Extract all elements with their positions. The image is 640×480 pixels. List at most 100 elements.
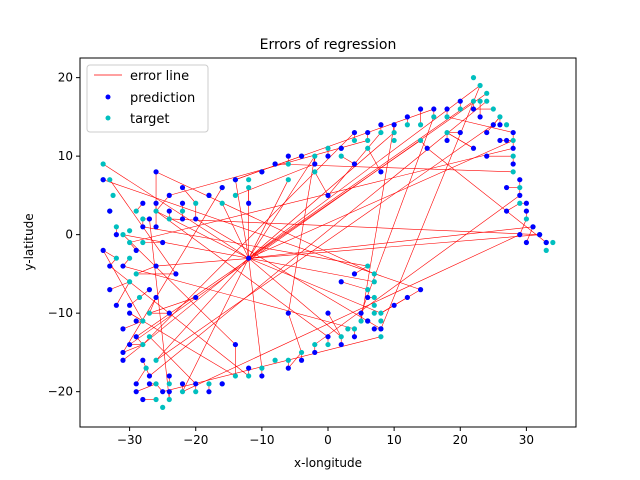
prediction-point bbox=[365, 294, 371, 301]
target-point bbox=[351, 326, 358, 332]
prediction-point bbox=[133, 334, 139, 340]
target-point bbox=[325, 145, 331, 151]
prediction-point bbox=[391, 122, 397, 128]
prediction-point bbox=[417, 287, 424, 293]
prediction-point bbox=[444, 137, 450, 144]
prediction-point bbox=[358, 310, 364, 316]
prediction-point bbox=[503, 184, 510, 191]
legend-label-target: target bbox=[130, 112, 170, 127]
prediction-point bbox=[484, 129, 490, 136]
error-line bbox=[519, 218, 527, 235]
prediction-point bbox=[133, 389, 139, 395]
target-point bbox=[365, 287, 371, 293]
prediction-point bbox=[365, 129, 371, 136]
error-line bbox=[155, 195, 170, 212]
prediction-point bbox=[517, 232, 523, 238]
prediction-point bbox=[510, 129, 516, 136]
target-point bbox=[477, 82, 483, 89]
target-point bbox=[110, 192, 116, 198]
y-tick-label: 20 bbox=[58, 71, 73, 85]
prediction-point bbox=[365, 318, 371, 324]
prediction-point bbox=[219, 184, 225, 191]
prediction-point bbox=[206, 389, 212, 395]
prediction-point bbox=[120, 326, 126, 332]
target-point bbox=[166, 216, 172, 222]
prediction-point bbox=[298, 357, 305, 363]
error-line bbox=[446, 132, 474, 149]
target-point bbox=[127, 239, 133, 246]
error-line bbox=[367, 148, 382, 172]
target-point bbox=[378, 334, 384, 340]
error-line bbox=[136, 383, 157, 392]
prediction-point bbox=[107, 287, 113, 293]
prediction-point bbox=[166, 373, 172, 379]
error-line bbox=[149, 297, 157, 314]
prediction-point bbox=[166, 208, 172, 214]
target-point bbox=[127, 279, 133, 285]
prediction-point bbox=[166, 389, 172, 395]
prediction-point bbox=[259, 373, 265, 379]
x-tick-label: −30 bbox=[117, 433, 142, 447]
target-point bbox=[153, 381, 159, 387]
error-line bbox=[155, 210, 329, 337]
prediction-point bbox=[232, 177, 239, 183]
target-point bbox=[523, 216, 530, 222]
error-line bbox=[380, 85, 481, 329]
prediction-point bbox=[127, 341, 133, 348]
prediction-point bbox=[179, 216, 186, 222]
prediction-point bbox=[120, 357, 126, 363]
y-axis-ticks: −20 −10 0 10 20 bbox=[48, 71, 80, 399]
target-point bbox=[136, 294, 143, 301]
error-line bbox=[380, 289, 421, 314]
prediction-point bbox=[107, 208, 113, 214]
x-axis-label: x-longitude bbox=[294, 456, 362, 470]
target-point bbox=[193, 200, 199, 206]
prediction-point bbox=[378, 122, 384, 128]
prediction-point bbox=[285, 153, 291, 159]
prediction-point bbox=[272, 161, 278, 167]
prediction-point bbox=[166, 310, 172, 316]
error-line bbox=[288, 352, 302, 369]
prediction-point bbox=[391, 302, 397, 308]
target-point bbox=[312, 153, 318, 159]
prediction-point bbox=[127, 302, 133, 308]
prediction-point bbox=[153, 263, 159, 269]
target-point bbox=[510, 169, 516, 175]
prediction-point bbox=[517, 177, 523, 183]
error-line bbox=[182, 234, 520, 392]
prediction-point bbox=[107, 263, 113, 269]
target-point bbox=[143, 365, 149, 371]
prediction-point bbox=[246, 200, 252, 206]
prediction-point bbox=[417, 106, 424, 112]
error-line bbox=[248, 132, 395, 259]
target-point bbox=[391, 129, 397, 136]
prediction-point bbox=[338, 279, 344, 285]
prediction-point bbox=[298, 153, 305, 159]
prediction-point bbox=[477, 114, 483, 120]
prediction-point bbox=[140, 396, 146, 403]
prediction-point bbox=[510, 161, 516, 167]
target-point bbox=[140, 318, 146, 324]
target-point bbox=[298, 349, 305, 356]
error-line bbox=[155, 258, 249, 361]
error-line bbox=[221, 203, 249, 259]
target-point bbox=[325, 341, 331, 348]
prediction-point bbox=[404, 114, 410, 120]
prediction-point bbox=[285, 310, 291, 316]
target-point bbox=[312, 169, 318, 175]
prediction-point bbox=[127, 310, 133, 316]
prediction-point bbox=[140, 224, 146, 230]
prediction-point bbox=[193, 216, 199, 222]
target-point bbox=[113, 224, 119, 230]
prediction-point bbox=[166, 192, 172, 198]
legend: error line prediction target bbox=[86, 64, 209, 133]
prediction-point bbox=[325, 334, 331, 340]
y-tick-label: 10 bbox=[58, 149, 73, 163]
target-point bbox=[417, 137, 424, 144]
target-point bbox=[272, 357, 278, 363]
error-line bbox=[248, 226, 534, 259]
prediction-point bbox=[153, 224, 159, 230]
error-line bbox=[162, 336, 381, 392]
prediction-point bbox=[325, 153, 331, 159]
target-point bbox=[470, 98, 477, 104]
